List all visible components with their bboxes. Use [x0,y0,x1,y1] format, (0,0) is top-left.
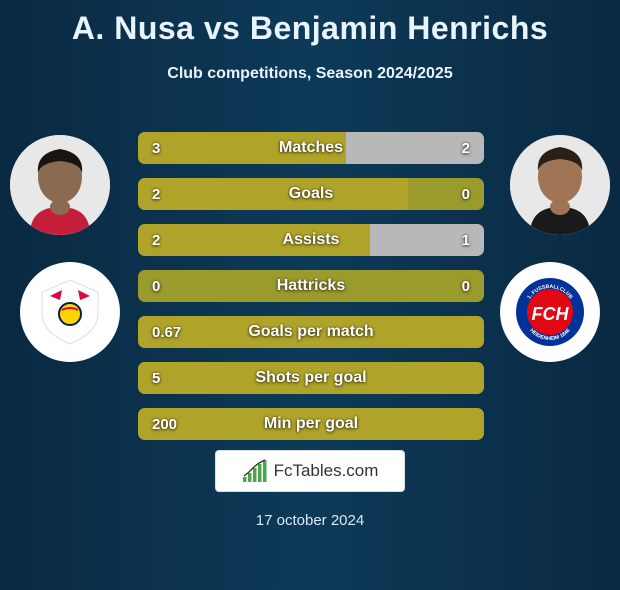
player-left-avatar [10,135,110,235]
stat-label: Goals per match [138,316,484,348]
fctables-badge: FcTables.com [215,450,405,492]
stat-row: 200Min per goal [138,408,484,440]
stat-value-right [456,408,484,440]
player-right-avatar [510,135,610,235]
stat-value-right: 2 [448,132,484,164]
stat-label: Min per goal [138,408,484,440]
stat-value-right: 1 [448,224,484,256]
stat-value-right [456,316,484,348]
fctables-logo-icon [242,459,268,483]
stat-row: 2Assists1 [138,224,484,256]
stat-row: 0.67Goals per match [138,316,484,348]
stat-value-right: 0 [448,270,484,302]
stat-value-right [456,362,484,394]
stat-row: 5Shots per goal [138,362,484,394]
stat-label: Hattricks [138,270,484,302]
svg-text:FCH: FCH [532,304,570,324]
stat-row: 3Matches2 [138,132,484,164]
stat-row: 0Hattricks0 [138,270,484,302]
date-label: 17 october 2024 [0,512,620,529]
stat-label: Assists [138,224,484,256]
club-left-badge [20,262,120,362]
fctables-label: FcTables.com [274,461,379,481]
stats-chart: 3Matches22Goals02Assists10Hattricks00.67… [138,132,484,454]
stat-row: 2Goals0 [138,178,484,210]
subtitle: Club competitions, Season 2024/2025 [0,65,620,83]
stat-label: Goals [138,178,484,210]
page-title: A. Nusa vs Benjamin Henrichs [0,10,620,47]
stat-label: Shots per goal [138,362,484,394]
stat-value-right: 0 [448,178,484,210]
club-right-badge: FCH 1. FUSSBALLCLUB HEIDENHEIM 1846 [500,262,600,362]
stat-label: Matches [138,132,484,164]
